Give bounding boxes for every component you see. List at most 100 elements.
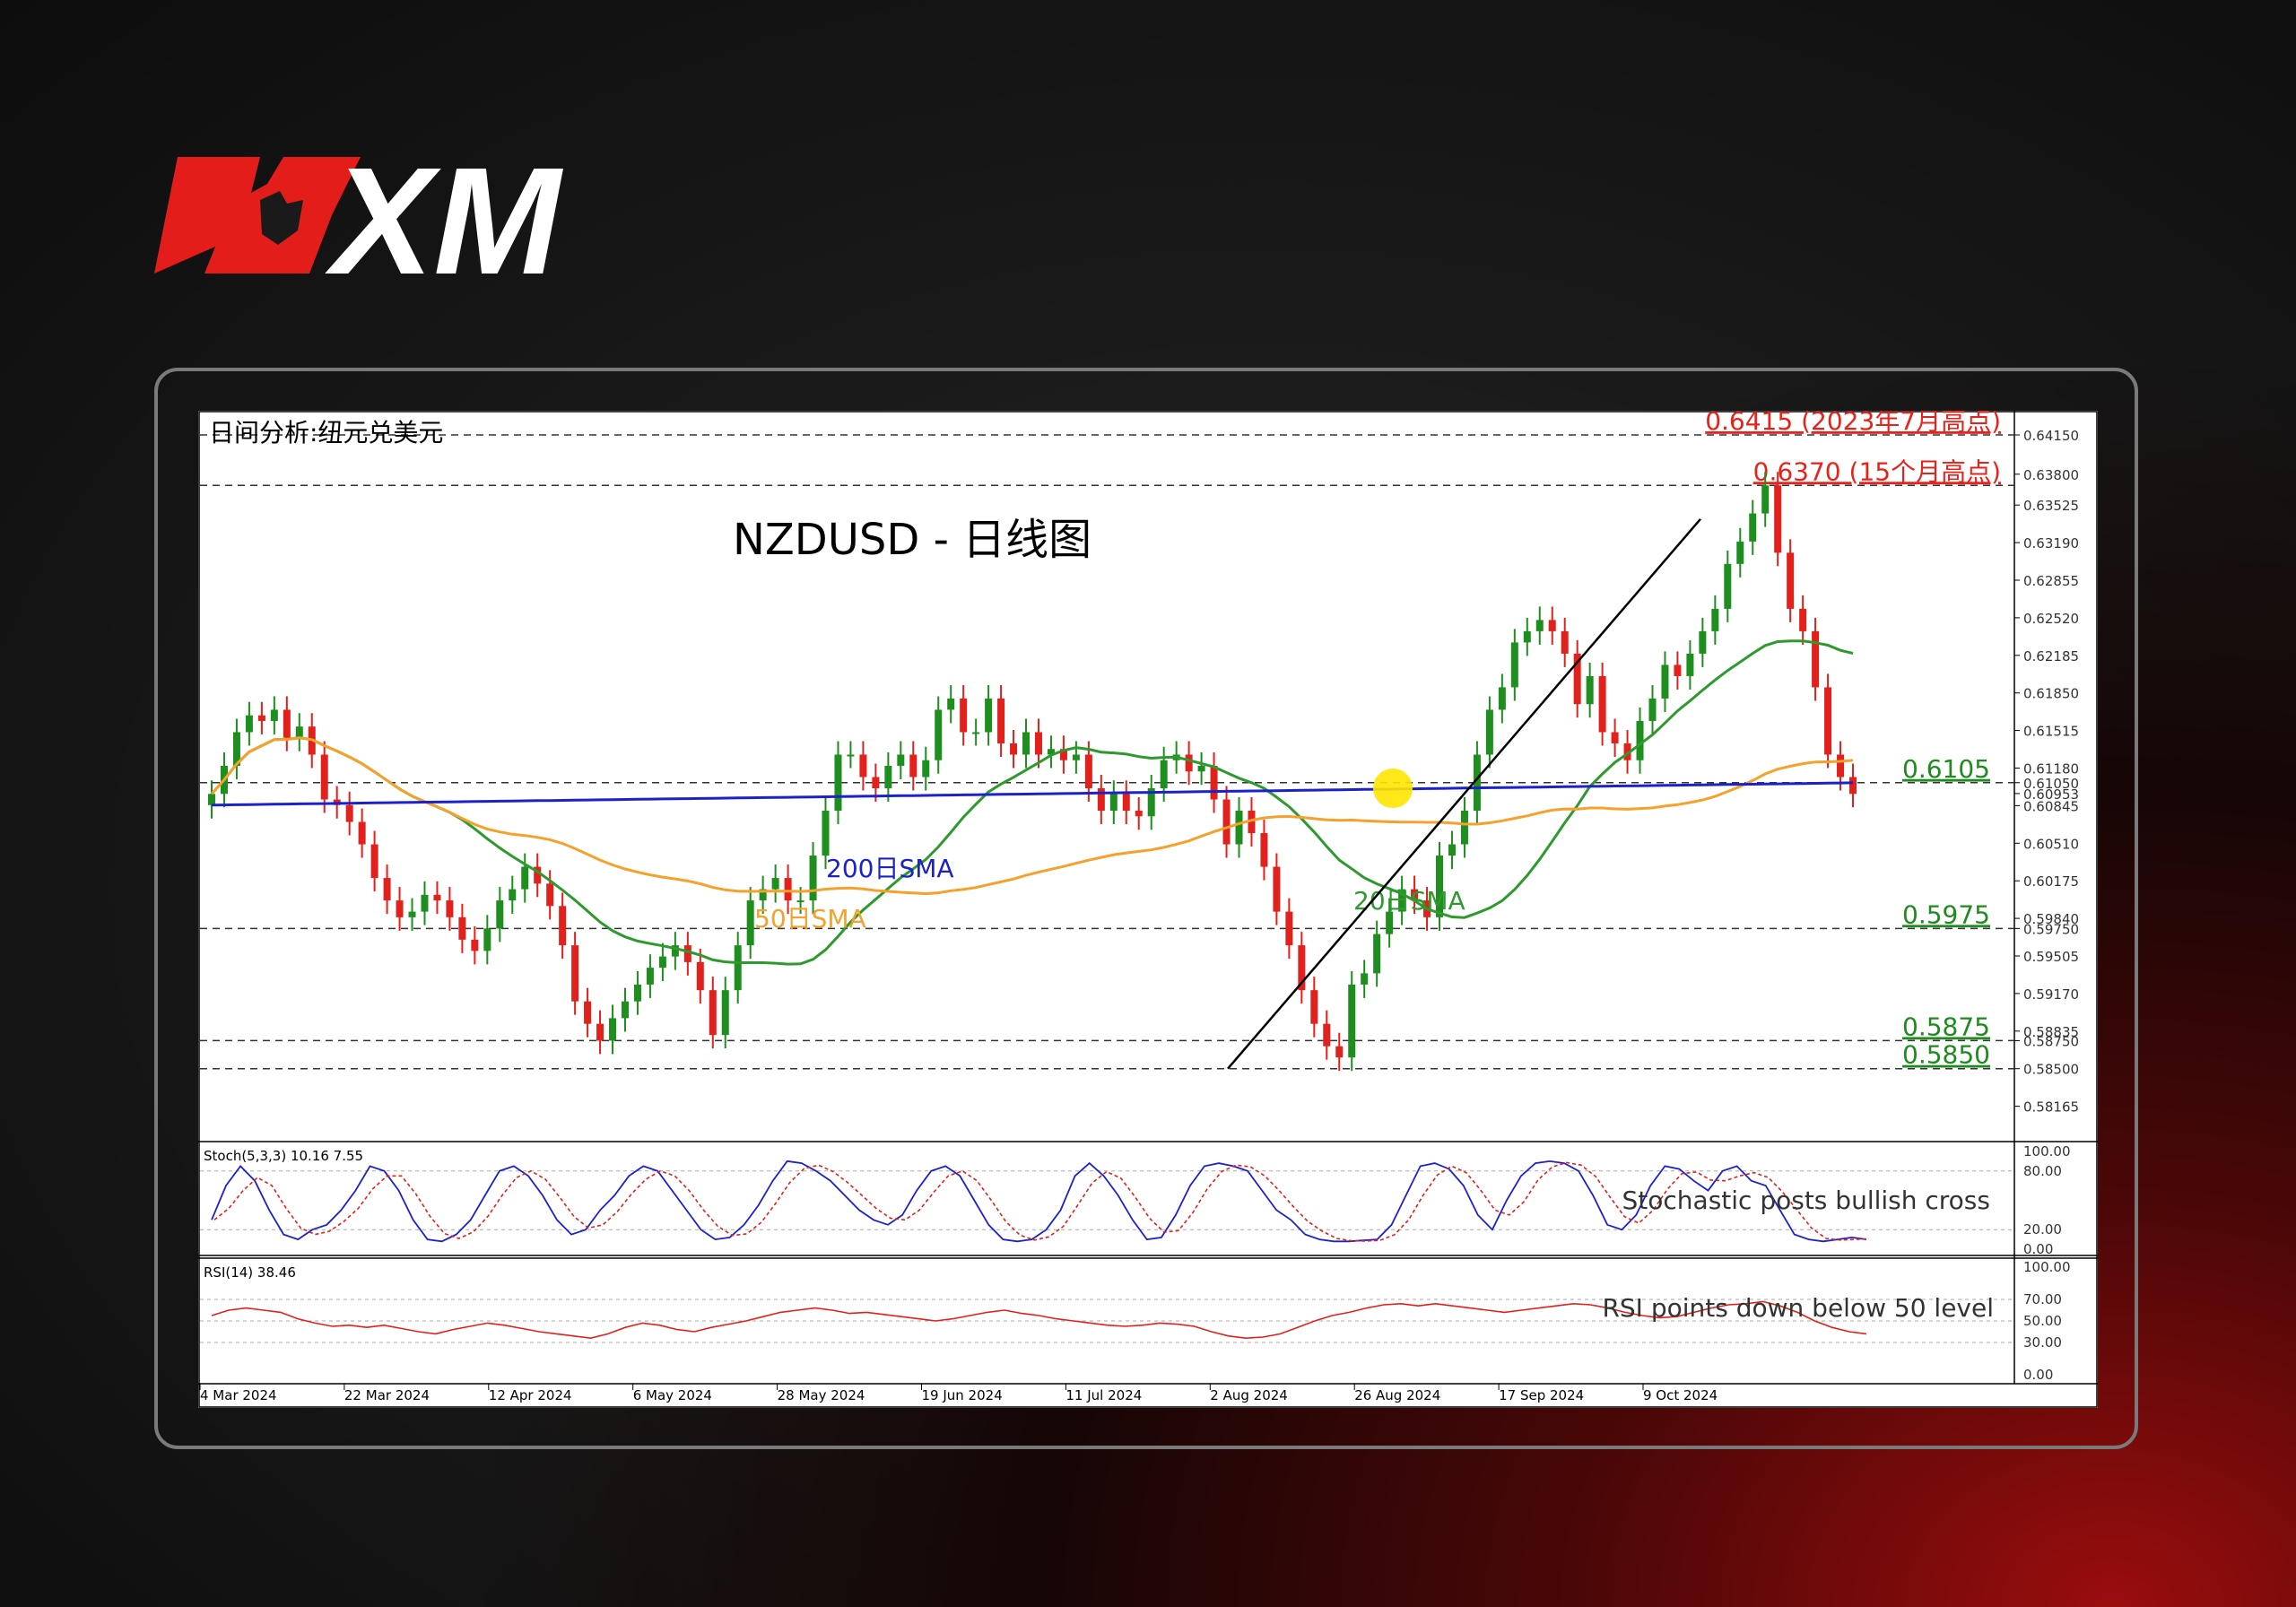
rsi-tick-label: 50.00	[2023, 1313, 2062, 1329]
candle-body	[1724, 563, 1732, 609]
candle-body	[1135, 811, 1143, 817]
candle-body	[796, 900, 804, 903]
x-tick-label: 28 May 2024	[778, 1387, 865, 1403]
price-tick-label: 0.61050	[2023, 776, 2079, 792]
level-label: 0.5975	[1902, 899, 1990, 929]
candle-body	[1298, 945, 1306, 991]
candle-body	[1059, 749, 1067, 760]
sma20-line	[210, 639, 1854, 966]
candle-body	[1787, 552, 1795, 609]
x-tick-label: 12 Apr 2024	[489, 1387, 572, 1403]
candle-body	[1235, 811, 1243, 845]
candle-body	[834, 754, 842, 812]
candle-body	[1248, 811, 1256, 834]
x-tick-label: 22 Mar 2024	[344, 1387, 430, 1403]
candle-body	[370, 844, 378, 879]
candle-body	[283, 709, 291, 738]
stoch-tick-label: 20.00	[2023, 1221, 2062, 1238]
x-tick-label: 11 Jul 2024	[1065, 1387, 1142, 1403]
rsi-tick-label: 70.00	[2023, 1291, 2062, 1307]
candle-body	[1222, 799, 1231, 845]
candle-body	[1034, 732, 1042, 755]
candle-body	[1109, 794, 1118, 812]
candle-body	[1548, 620, 1556, 631]
candle-body	[496, 900, 504, 929]
candle-body	[483, 928, 491, 951]
candle-body	[1674, 665, 1682, 676]
candle-body	[383, 878, 391, 901]
candle-body	[1611, 732, 1619, 743]
sma200-label: 200日SMA	[826, 854, 954, 883]
x-tick-label: 19 Jun 2024	[922, 1387, 1003, 1403]
candle-body	[1072, 754, 1080, 760]
sma200-line	[211, 781, 1854, 807]
x-tick-label: 26 Aug 2024	[1354, 1387, 1440, 1403]
price-tick-label: 0.60510	[2023, 836, 2079, 852]
candle-body	[1448, 844, 1456, 856]
candle-body	[922, 760, 930, 777]
candle-body	[1398, 889, 1406, 912]
candle-body	[721, 990, 729, 1036]
candle-body	[1273, 866, 1281, 912]
candle-body	[1348, 984, 1356, 1058]
candle-body	[208, 794, 215, 805]
sma50-line	[210, 736, 1854, 896]
candle-body	[559, 906, 567, 946]
candle-body	[1185, 754, 1193, 772]
price-tick-label: 0.61850	[2023, 686, 2079, 702]
sma20-label: 20日SMA	[1353, 886, 1465, 916]
price-tick-label: 0.58750	[2023, 1033, 2079, 1049]
candle-body	[1535, 620, 1544, 631]
price-tick-label: 0.60845	[2023, 798, 2079, 814]
chart-panel: 0.64150 0.63800 0.63525 0.63190 0.62855 0.625…	[198, 411, 2098, 1408]
candle-body	[759, 889, 767, 901]
bull-head-cutout	[260, 191, 303, 245]
candle-body	[671, 945, 679, 957]
price-tick-label: 0.59170	[2023, 986, 2079, 1003]
x-tick-label: 4 Mar 2024	[200, 1387, 277, 1403]
candle-body	[1197, 765, 1205, 772]
level-label: 0.5850	[1902, 1040, 1990, 1070]
candle-body	[997, 698, 1005, 743]
candle-body	[471, 939, 479, 951]
candle-body	[1047, 749, 1055, 755]
candle-body	[859, 754, 867, 777]
candle-body	[396, 900, 404, 917]
level-label: 0.5875	[1902, 1012, 1990, 1041]
x-tick-label: 6 May 2024	[633, 1387, 712, 1403]
candle-body	[1097, 788, 1105, 812]
price-tick-label: 0.62185	[2023, 648, 2079, 665]
candle-body	[421, 894, 429, 912]
level-label: 0.6370 (15个月高点)	[1753, 456, 2001, 486]
rsi-tick-label: 100.00	[2023, 1259, 2071, 1275]
candle-body	[1799, 608, 1807, 631]
candle-body	[621, 1001, 629, 1019]
level-label: 0.6415 (2023年7月高点)	[1705, 411, 2001, 436]
candle-body	[571, 945, 579, 1002]
rsi-label: RSI(14) 38.46	[204, 1264, 296, 1281]
candle-body	[295, 726, 303, 738]
rsi-line	[211, 1300, 1867, 1340]
candle-body	[1122, 794, 1130, 812]
chart-frame	[154, 368, 2138, 1449]
price-tick-label: 0.62520	[2023, 611, 2079, 627]
candle-body	[1573, 653, 1581, 705]
candle-body	[646, 968, 654, 985]
chart-title: NZDUSD - 日线图	[733, 515, 1091, 565]
candle-body	[1498, 687, 1506, 710]
candle-body	[509, 889, 517, 901]
stoch-annotation: Stochastic posts bullish cross	[1622, 1186, 1990, 1215]
candle-body	[1010, 743, 1018, 755]
candle-body	[1361, 973, 1369, 985]
panel-title: 日间分析:纽元兑美元	[209, 418, 443, 447]
candle-body	[1022, 732, 1031, 755]
candle-body	[1812, 630, 1820, 688]
candle-body	[872, 777, 880, 789]
candle-body	[985, 698, 993, 733]
xm-logo: XM	[154, 148, 563, 282]
x-tick-label: 17 Sep 2024	[1499, 1387, 1584, 1403]
candle-body	[1736, 541, 1744, 564]
trend-line	[1227, 518, 1701, 1070]
candle-body	[1285, 911, 1293, 946]
price-tick-label: 0.62855	[2023, 573, 2079, 589]
